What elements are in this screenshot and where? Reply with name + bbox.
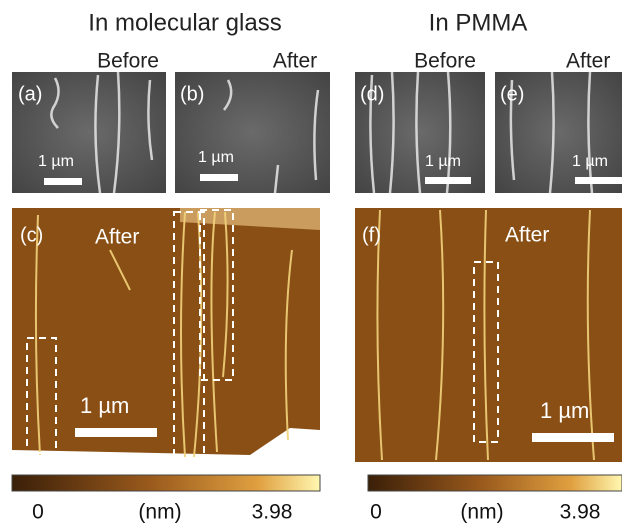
scale-label: 1 µm: [38, 153, 74, 170]
header: In PMMA: [429, 9, 528, 36]
panel-label: (d): [360, 83, 384, 105]
colorbar: [12, 475, 320, 491]
panel-caption: After: [273, 50, 317, 73]
scale-label: 1 µm: [80, 393, 129, 418]
colorbar-max: 3.98: [560, 501, 601, 524]
panel-label: (e): [500, 83, 524, 105]
panel-label: (a): [18, 83, 42, 105]
image-panel: (a) 1 µm: [12, 72, 166, 193]
panel-caption: Before: [414, 50, 476, 73]
scale-label: 1 µm: [425, 153, 461, 170]
panel-caption: After: [566, 50, 610, 73]
panel-label: (c): [20, 224, 43, 246]
colorbar-min: 0: [370, 501, 382, 524]
panel-caption: After: [505, 224, 549, 247]
image-panel: (c) After 1 µm: [12, 208, 320, 462]
colorbar-unit: (nm): [460, 501, 503, 524]
panel-label: (b): [180, 83, 204, 105]
image-panel: (e) 1 µm: [495, 72, 622, 193]
panel-caption: After: [95, 226, 139, 249]
panel-label: (f): [362, 224, 381, 246]
image-panel: (b) 1 µm: [175, 72, 330, 193]
colorbar-min: 0: [32, 501, 44, 524]
colorbar: [368, 475, 622, 491]
scale-label: 1 µm: [540, 398, 589, 423]
image-panel: (f) After 1 µm: [355, 208, 622, 462]
scale-label: 1 µm: [198, 149, 234, 166]
image-panel: (d) 1 µm: [355, 72, 485, 193]
figure: In molecular glass In PMMA Before After …: [0, 0, 622, 526]
colorbar-unit: (nm): [138, 501, 181, 524]
colorbar-max: 3.98: [252, 501, 293, 524]
panel-caption: Before: [97, 50, 159, 73]
scale-label: 1 µm: [572, 153, 608, 170]
header: In molecular glass: [88, 9, 281, 36]
